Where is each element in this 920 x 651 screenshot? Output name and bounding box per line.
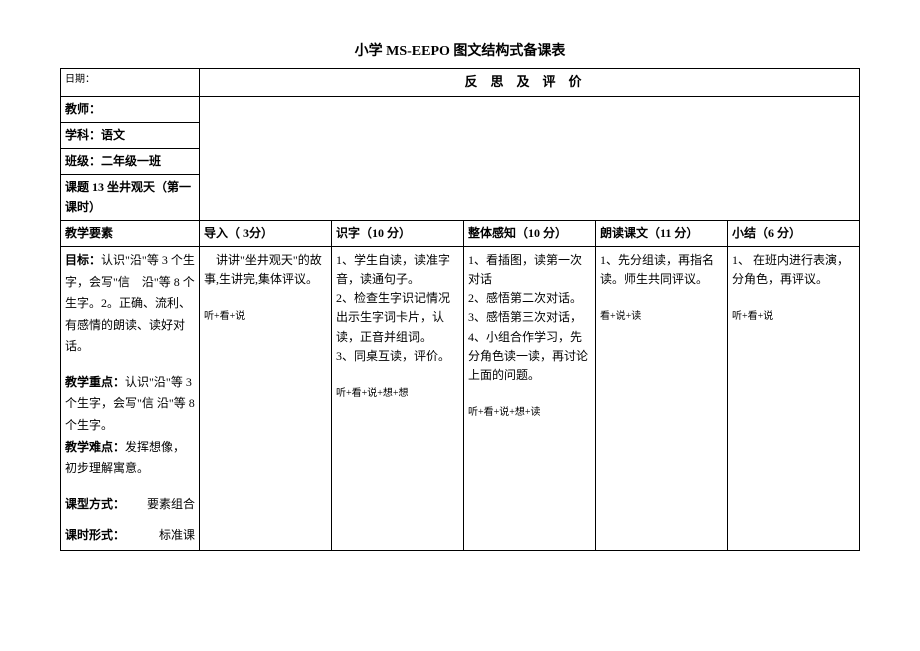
header-langdu: 朗读课文（11 分） bbox=[596, 220, 728, 246]
zhengti-text: 1、看插图，读第一次对话 2、感悟第二次对话。 3、感悟第三次对话， 4、小组合… bbox=[468, 251, 591, 385]
keshi-value: 标准课 bbox=[159, 525, 195, 547]
subject-label: 学科： bbox=[65, 128, 101, 142]
teacher-label: 教师： bbox=[61, 96, 200, 122]
shizi-text: 1、学生自读，读准字音，读通句子。 2、检查生字识记情况出示生字词卡片，认读，正… bbox=[336, 251, 459, 366]
reflect-body bbox=[200, 96, 860, 220]
mubiao-label: 目标： bbox=[65, 253, 101, 267]
kexing-label: 课型方式： bbox=[65, 494, 125, 516]
class-cell: 班级：二年级一班 bbox=[61, 149, 200, 175]
daoru-text: 讲讲"坐井观天"的故事,生讲完,集体评议。 bbox=[204, 251, 327, 289]
mubiao-text: 认识"沿"等 3 个生字，会写"信 沿"等 8 个生字。2。正确、流利、有感情的… bbox=[65, 253, 195, 353]
reflect-header: 反思及评价 bbox=[200, 69, 860, 97]
col-daoru: 讲讲"坐井观天"的故事,生讲完,集体评议。 听+看+说 bbox=[200, 246, 332, 550]
col-xiaojie: 1、 在班内进行表演，分角色，再评议。 听+看+说 bbox=[728, 246, 860, 550]
subject-cell: 学科：语文 bbox=[61, 122, 200, 148]
header-daoru: 导入（ 3分） bbox=[200, 220, 332, 246]
page-title: 小学 MS-EEPO 图文结构式备课表 bbox=[60, 40, 860, 60]
nandian-label: 教学难点： bbox=[65, 440, 125, 454]
topic-cell: 课题 13 坐井观天（第一课时） bbox=[61, 175, 200, 220]
zhengti-note: 听+看+说+想+读 bbox=[468, 405, 591, 421]
langdu-text: 1、先分组读，再指名读。师生共同评议。 bbox=[600, 251, 723, 289]
lesson-table: 日期： 反思及评价 教师： 学科：语文 班级：二年级一班 课题 13 坐井观天（… bbox=[60, 68, 860, 551]
class-value: 二年级一班 bbox=[101, 154, 161, 168]
header-shizi: 识字（10 分） bbox=[332, 220, 464, 246]
daoru-note: 听+看+说 bbox=[204, 309, 327, 325]
subject-value: 语文 bbox=[101, 128, 125, 142]
header-zhengti: 整体感知（10 分） bbox=[464, 220, 596, 246]
keshi-label: 课时形式： bbox=[65, 525, 125, 547]
shizi-note: 听+看+说+想+想 bbox=[336, 386, 459, 402]
xiaojie-note: 听+看+说 bbox=[732, 309, 855, 325]
yaosu-label: 教学要素 bbox=[61, 220, 200, 246]
xiaojie-text: 1、 在班内进行表演，分角色，再评议。 bbox=[732, 251, 855, 289]
col-zhengti: 1、看插图，读第一次对话 2、感悟第二次对话。 3、感悟第三次对话， 4、小组合… bbox=[464, 246, 596, 550]
date-label: 日期： bbox=[61, 69, 200, 97]
col-langdu: 1、先分组读，再指名读。师生共同评议。 看+说+读 bbox=[596, 246, 728, 550]
kexing-value: 要素组合 bbox=[147, 494, 195, 516]
langdu-note: 看+说+读 bbox=[600, 309, 723, 325]
zhongdian-label: 教学重点： bbox=[65, 375, 125, 389]
header-xiaojie: 小结（6 分） bbox=[728, 220, 860, 246]
class-label: 班级： bbox=[65, 154, 101, 168]
col-shizi: 1、学生自读，读准字音，读通句子。 2、检查生字识记情况出示生字词卡片，认读，正… bbox=[332, 246, 464, 550]
left-content: 目标：认识"沿"等 3 个生字，会写"信 沿"等 8 个生字。2。正确、流利、有… bbox=[61, 246, 200, 550]
